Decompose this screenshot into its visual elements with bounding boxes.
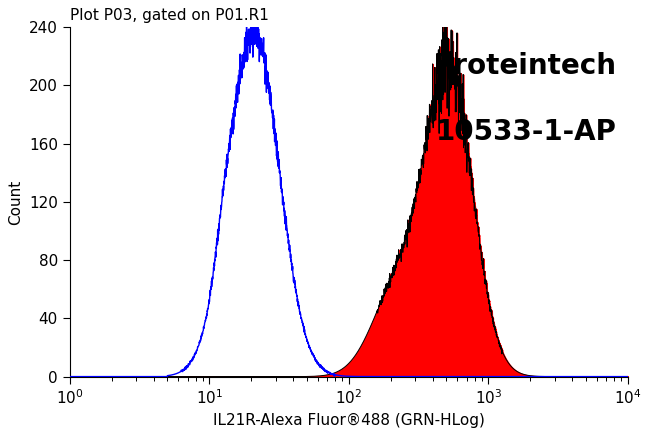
Text: 10533-1-AP: 10533-1-AP — [436, 118, 617, 146]
Text: Plot P03, gated on P01.R1: Plot P03, gated on P01.R1 — [70, 8, 268, 24]
X-axis label: IL21R-Alexa Fluor®488 (GRN-HLog): IL21R-Alexa Fluor®488 (GRN-HLog) — [213, 412, 485, 428]
Text: Proteintech: Proteintech — [434, 52, 617, 80]
Y-axis label: Count: Count — [8, 179, 23, 225]
